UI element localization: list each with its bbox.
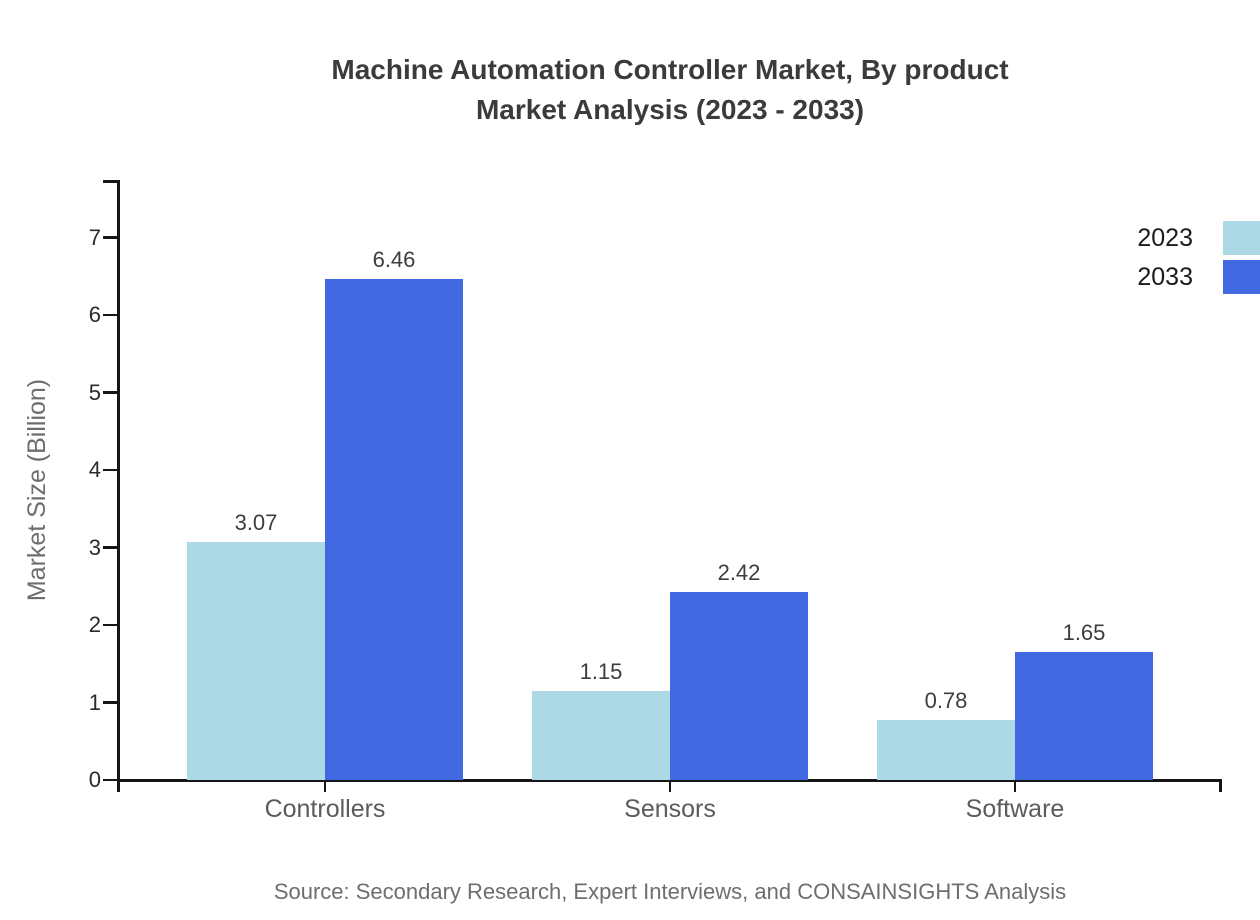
bar-2033-software	[1015, 652, 1153, 780]
value-label-2033-software: 1.65	[1062, 620, 1106, 646]
bar-2033-sensors	[670, 592, 808, 780]
chart-title: Machine Automation Controller Market, By…	[90, 50, 1250, 130]
chart-title-line1: Machine Automation Controller Market, By…	[331, 54, 1009, 85]
bar-2023-sensors	[532, 690, 670, 780]
legend-item-2023: 2023	[1137, 221, 1260, 255]
x-category-label: Software	[965, 795, 1065, 823]
x-axis-end-tick	[1219, 780, 1222, 792]
y-tick-label: 5	[88, 379, 101, 405]
legend: 2023 2033	[1137, 221, 1260, 299]
y-tick	[103, 391, 118, 394]
bar-2023-software	[877, 719, 1015, 780]
y-tick-label: 6	[88, 302, 101, 327]
x-category-label: Controllers	[264, 795, 386, 823]
y-tick	[103, 778, 118, 782]
x-tick	[1013, 780, 1017, 792]
value-label-2033-controllers: 6.46	[372, 247, 416, 273]
y-axis-line	[116, 180, 120, 792]
y-tick	[103, 313, 118, 317]
bar-2033-controllers	[325, 279, 463, 780]
y-tick-label: 4	[88, 457, 101, 482]
y-tick-label: 3	[88, 534, 101, 560]
y-tick	[103, 623, 118, 627]
value-label-2023-sensors: 1.15	[579, 658, 623, 684]
value-label-2023-software: 0.78	[924, 687, 968, 713]
value-label-2033-sensors: 2.42	[717, 560, 761, 586]
legend-swatch-2023-icon	[1223, 221, 1260, 255]
y-tick	[103, 468, 118, 472]
y-tick	[103, 236, 118, 239]
y-tick-label: 1	[88, 689, 101, 715]
value-label-2023-controllers: 3.07	[234, 510, 278, 536]
legend-swatch-2033-icon	[1223, 260, 1260, 294]
y-axis-end-cap	[103, 180, 118, 183]
x-tick	[668, 780, 672, 792]
y-tick-label: 7	[88, 224, 101, 250]
chart-title-line2: Market Analysis (2023 - 2033)	[475, 94, 865, 125]
x-tick	[323, 780, 327, 792]
y-tick-label: 0	[88, 767, 101, 792]
legend-label-2033: 2033	[1137, 262, 1193, 291]
legend-item-2033: 2033	[1137, 260, 1260, 294]
bar-2023-controllers	[187, 542, 325, 780]
y-tick-label: 2	[88, 612, 101, 637]
x-category-label: Sensors	[624, 795, 716, 823]
legend-label-2023: 2023	[1137, 223, 1193, 252]
source-note: Source: Secondary Research, Expert Inter…	[273, 879, 1067, 904]
y-tick	[103, 546, 118, 549]
y-tick	[103, 701, 118, 704]
